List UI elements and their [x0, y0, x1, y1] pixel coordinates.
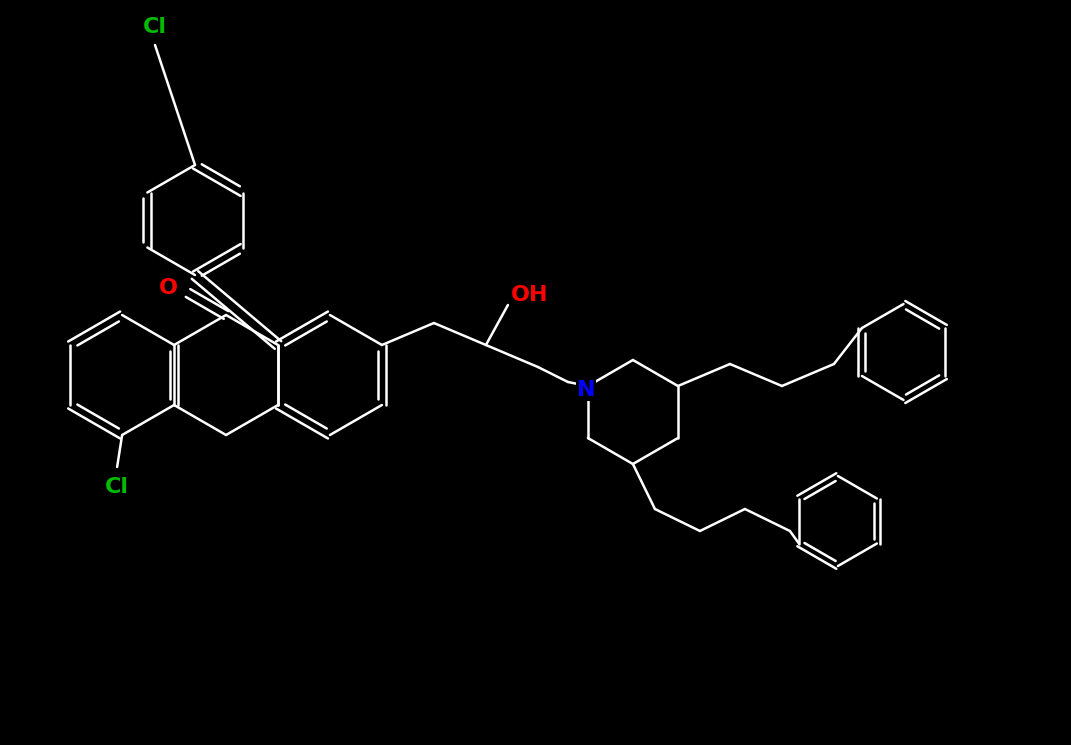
- Text: Cl: Cl: [144, 17, 167, 37]
- Text: Cl: Cl: [105, 477, 130, 497]
- Text: O: O: [159, 278, 178, 298]
- Text: N: N: [576, 380, 595, 400]
- Text: OH: OH: [511, 285, 548, 305]
